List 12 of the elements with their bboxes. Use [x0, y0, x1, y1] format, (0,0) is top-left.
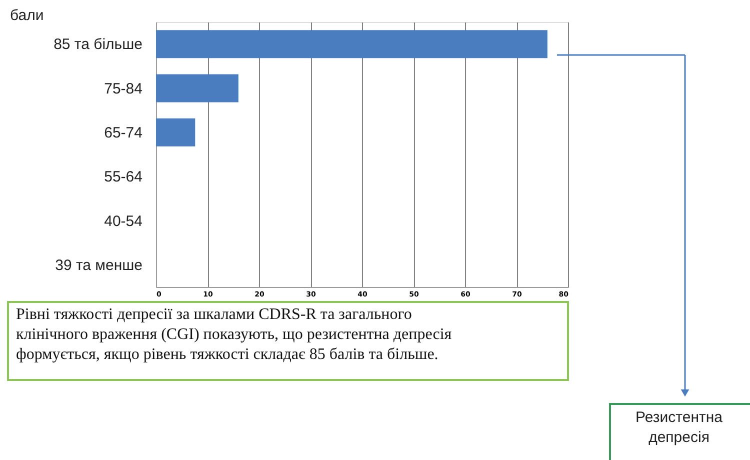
y-tick-label: 85 та більше	[54, 36, 142, 54]
y-tick-label: 75-84	[104, 80, 142, 98]
y-tick-label: 39 та менше	[55, 256, 142, 274]
bar	[156, 30, 548, 58]
y-axis-title: бали	[10, 7, 44, 24]
text: Резистентна депресія	[636, 409, 724, 446]
bar	[156, 118, 196, 146]
y-tick-label: 65-74	[104, 124, 142, 142]
y-tick-label: 40-54	[104, 212, 142, 230]
text: Рівні тяжкості депресії за шкалами CDRS-R та загального клінічного враження (CGI) показують, що резистентна депресія формується, якщо рівень тяжкості складає 85 балів та більше.	[16, 306, 452, 363]
y-tick-label: 55-64	[104, 168, 142, 186]
bar	[156, 74, 238, 102]
